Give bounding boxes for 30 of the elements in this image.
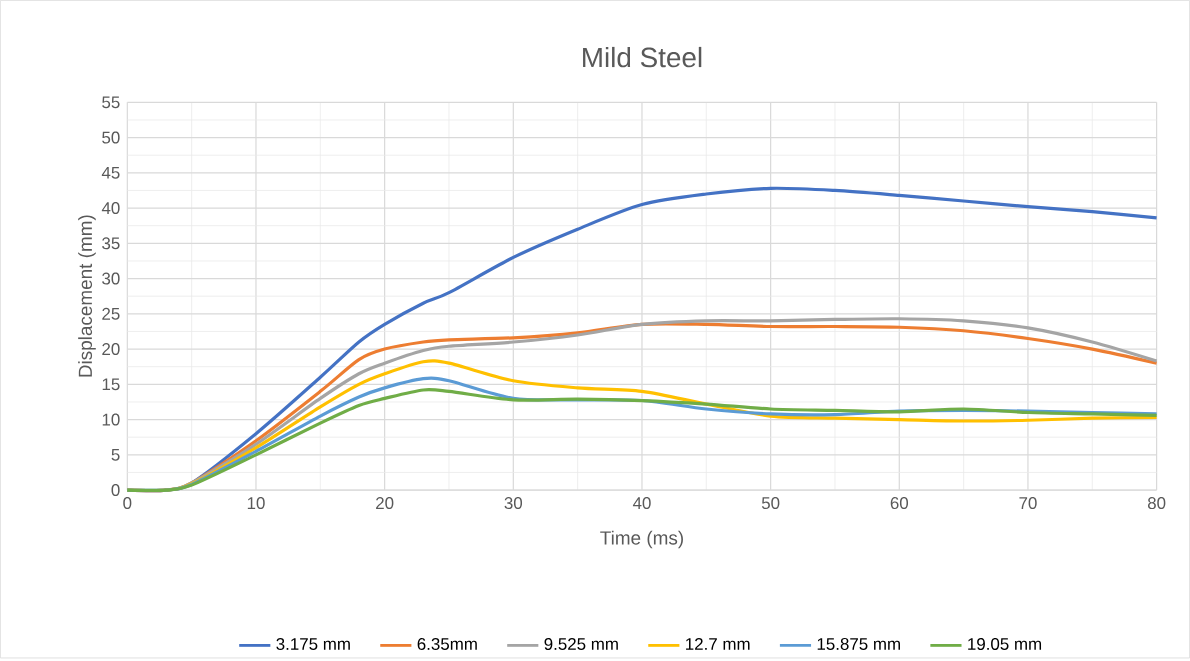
y-tick-label: 20 bbox=[102, 343, 120, 356]
x-tick-label: 80 bbox=[1147, 497, 1166, 510]
legend-label: 15.875 mm bbox=[817, 638, 900, 651]
x-tick-label: 40 bbox=[632, 497, 651, 510]
legend-label: 6.35mm bbox=[417, 638, 477, 651]
y-tick-label: 10 bbox=[102, 413, 120, 426]
y-tick-label: 50 bbox=[102, 131, 120, 144]
x-axis-title: Time (ms) bbox=[600, 530, 683, 549]
y-tick-label: 0 bbox=[111, 484, 120, 497]
x-tick-label: 20 bbox=[376, 497, 394, 510]
x-tick-label: 50 bbox=[761, 497, 780, 510]
x-tick-label: 0 bbox=[123, 497, 132, 510]
y-axis-title: Displacement (mm) bbox=[78, 215, 96, 377]
chart-title: Mild Steel bbox=[583, 46, 702, 68]
legend-label: 19.05 mm bbox=[968, 638, 1042, 651]
y-tick-label: 40 bbox=[101, 202, 120, 215]
legend-label: 3.175 mm bbox=[276, 638, 350, 651]
y-tick-label: 55 bbox=[102, 96, 120, 109]
x-tick-label: 30 bbox=[504, 497, 523, 510]
x-tick-label: 60 bbox=[890, 497, 909, 510]
x-tick-label: 10 bbox=[247, 497, 265, 510]
y-tick-label: 35 bbox=[102, 237, 120, 250]
x-tick-label: 70 bbox=[1019, 497, 1037, 510]
legend-label: 9.525 mm bbox=[544, 638, 618, 651]
y-tick-label: 5 bbox=[111, 449, 120, 461]
y-tick-label: 45 bbox=[101, 167, 120, 179]
y-tick-label: 15 bbox=[102, 378, 120, 391]
y-tick-label: 30 bbox=[102, 272, 120, 285]
y-tick-label: 25 bbox=[102, 307, 120, 320]
legend-label: 12.7 mm bbox=[686, 638, 750, 650]
